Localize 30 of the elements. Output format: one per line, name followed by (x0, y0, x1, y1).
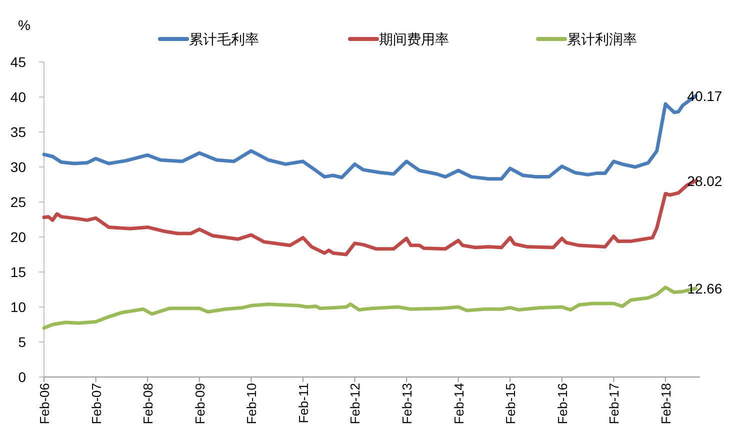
legend-label: 累计毛利率 (189, 31, 259, 47)
x-tick-label: Feb-16 (554, 383, 570, 424)
y-tick-label: 20 (10, 229, 26, 245)
x-tick-label: Feb-18 (658, 383, 674, 424)
y-axis-title: % (18, 17, 30, 33)
annotation: 12.66 (687, 280, 722, 296)
x-tick-label: Feb-13 (400, 383, 415, 424)
y-tick-label: 25 (10, 194, 26, 210)
x-tick-label: Feb-10 (244, 383, 260, 424)
y-tick-label: 45 (10, 54, 26, 70)
y-tick-label: 10 (10, 299, 26, 315)
y-tick-label: 5 (18, 334, 26, 350)
legend-label: 累计利润率 (567, 31, 637, 47)
annotation: 28.02 (687, 172, 722, 189)
y-tick-label: 30 (10, 159, 26, 175)
annotation: 40.17 (687, 88, 722, 104)
legend-label: 期间费用率 (379, 31, 449, 47)
x-tick-label: Feb-14 (451, 383, 466, 424)
y-tick-label: 0 (18, 369, 26, 385)
y-tick-label: 40 (10, 89, 26, 105)
x-tick-label: Feb-07 (88, 383, 104, 424)
x-tick-label: Feb-17 (606, 383, 622, 424)
y-tick-label: 35 (10, 124, 26, 140)
y-tick-label: 15 (10, 264, 26, 280)
x-tick-label: Feb-15 (503, 383, 518, 424)
x-tick-label: Feb-12 (348, 383, 363, 424)
x-tick-label: Feb-11 (296, 383, 311, 424)
x-tick-label: Feb-08 (140, 383, 156, 424)
x-tick-label: Feb-06 (37, 383, 52, 424)
x-tick-label: Feb-09 (192, 383, 208, 424)
